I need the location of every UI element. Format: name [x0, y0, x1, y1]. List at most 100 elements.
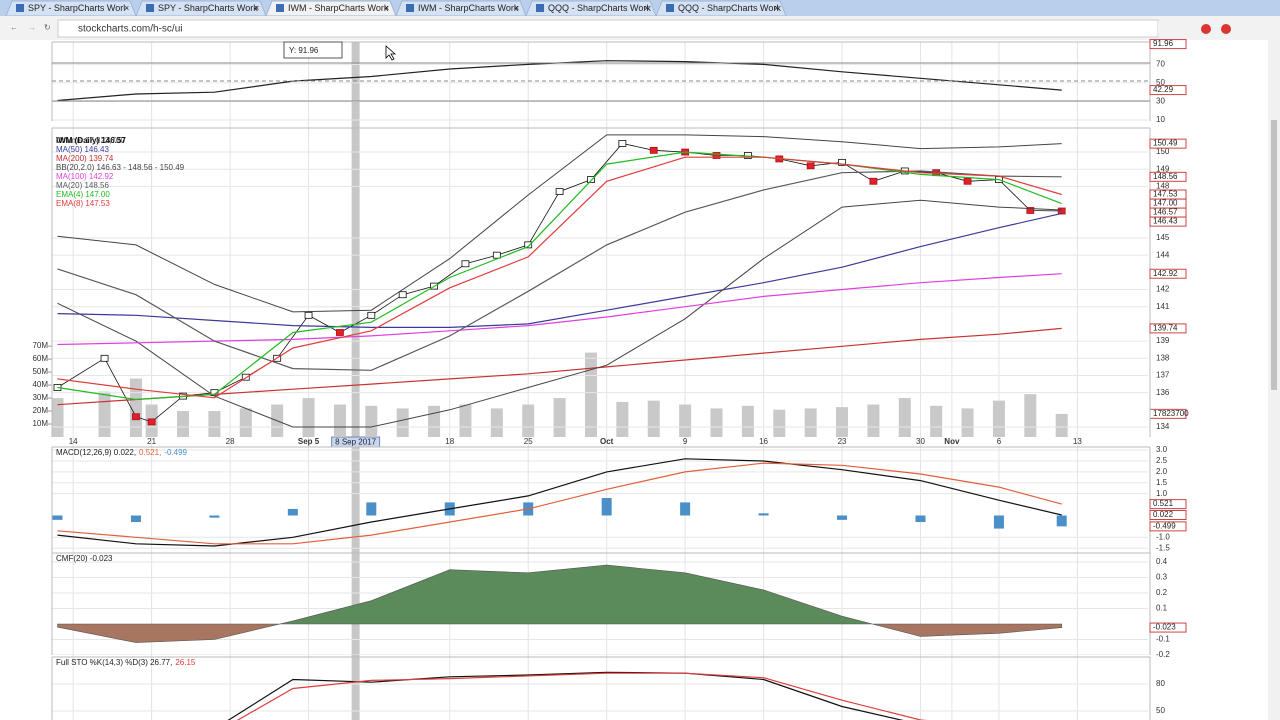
bar — [490, 408, 503, 437]
crosshair-label: 8 Sep 2017 — [335, 438, 376, 447]
band-upper — [57, 134, 1062, 313]
value-box — [1149, 216, 1187, 227]
price-marker — [367, 311, 376, 319]
tab-close[interactable]: × — [774, 3, 779, 13]
value-box-label: 150.49 — [1153, 139, 1178, 148]
price-marker — [492, 251, 501, 259]
bar — [302, 398, 315, 437]
price-marker — [838, 158, 846, 166]
value-box — [1149, 499, 1187, 510]
y-tick-label: 50 — [1156, 706, 1165, 715]
url: stockcharts.com/h-sc/ui — [78, 24, 182, 35]
series-line — [227, 671, 904, 720]
panel-title-part: 26.15 — [175, 658, 196, 667]
price-marker — [336, 329, 344, 336]
y-tick-label: 141 — [1156, 302, 1170, 311]
tooltip: Y: 91.96 — [289, 46, 319, 55]
price-marker — [132, 413, 140, 421]
address-bar[interactable] — [57, 19, 1159, 38]
value-box-label: 147.53 — [1153, 190, 1178, 199]
bar — [680, 502, 691, 516]
bar — [741, 405, 754, 437]
tab-icon — [16, 4, 24, 12]
tab-close[interactable]: × — [384, 3, 389, 13]
series-line — [57, 273, 1062, 346]
bar — [130, 515, 141, 523]
extension-icon[interactable] — [1201, 24, 1211, 34]
bar — [287, 508, 298, 516]
value-box-label: -0.499 — [1153, 521, 1176, 530]
value-box-label: -0.023 — [1153, 623, 1176, 632]
tab-title: SPY - SharpCharts Work — [158, 3, 258, 13]
legend-entry: MA(100) 142.92 — [56, 172, 114, 181]
y-tick-label: 136 — [1156, 388, 1170, 397]
panel — [52, 449, 1148, 549]
scroll-thumb[interactable] — [1271, 120, 1277, 390]
tab-close[interactable]: × — [124, 3, 129, 13]
legend-entry: EMA(8) 147.53 — [56, 199, 110, 208]
value-box-label: 148.56 — [1153, 172, 1178, 181]
series-line — [57, 212, 1062, 328]
extensions — [1158, 22, 1268, 36]
price-marker — [806, 162, 815, 170]
x-tick-label: Sep 5 — [298, 437, 320, 446]
panel — [52, 671, 1148, 720]
y-tick-label: 70 — [1156, 60, 1165, 69]
y-tick-label: 30 — [1156, 97, 1165, 106]
y-tick-label: 139 — [1156, 336, 1170, 345]
value-box-label: 17823700 — [1153, 409, 1189, 418]
reload-button[interactable]: ↻ — [44, 23, 51, 32]
y-tick-label: 50 — [1156, 78, 1165, 87]
back-button[interactable]: ← — [10, 23, 18, 32]
bar — [679, 404, 692, 437]
series-line — [57, 156, 1062, 399]
panel-title-part: 0.521, — [139, 448, 161, 457]
series-line — [57, 327, 1062, 406]
tab-close[interactable]: × — [254, 3, 259, 13]
panel-title: CMF(20) -0.023 — [56, 554, 113, 563]
bar — [915, 515, 926, 523]
bar — [992, 400, 1005, 437]
chart: 14 21 28 Sep 5 18 25 Oct 9 16 23 30 Nov 6 13 8 Sep 201… — [32, 39, 1189, 720]
bar — [52, 398, 64, 437]
price-marker — [461, 260, 470, 268]
tab-icon — [536, 4, 544, 12]
y-tick-label: 0.4 — [1156, 557, 1168, 566]
y-tick-label: 137 — [1156, 371, 1170, 380]
bar — [898, 398, 911, 437]
tab-title: SPY - SharpCharts Worl — [28, 3, 125, 13]
panel — [52, 352, 1068, 437]
y-tick-label: 50M — [32, 367, 48, 376]
tab-close[interactable]: × — [514, 3, 519, 13]
y-tick-label: 1.0 — [1156, 489, 1168, 498]
bar — [837, 515, 848, 520]
price-marker — [147, 418, 156, 426]
x-tick-label: 6 — [997, 437, 1002, 446]
x-tick-label: 14 — [69, 437, 78, 446]
x-tick-label: 23 — [838, 437, 847, 446]
x-tick-label: 18 — [445, 437, 454, 446]
tab-icon — [146, 4, 154, 12]
price-marker — [555, 188, 564, 195]
price-marker — [649, 146, 658, 154]
bar — [836, 407, 849, 437]
tab-close[interactable]: × — [644, 3, 649, 13]
legend-entry: IWM (Daily) 146.57 — [56, 136, 126, 145]
extension-icon[interactable] — [1221, 24, 1231, 34]
price-marker — [869, 177, 878, 185]
y-tick-label: -1.5 — [1156, 543, 1170, 552]
y-tick-label: 144 — [1156, 250, 1170, 259]
bar — [993, 515, 1004, 529]
bar — [396, 408, 409, 437]
crosshair — [351, 42, 360, 720]
x-tick-label: Nov — [944, 437, 960, 446]
value-box-label: 42.29 — [1153, 85, 1174, 94]
bar — [1024, 394, 1037, 437]
bar — [601, 498, 612, 516]
x-tick-label: 13 — [1073, 437, 1082, 446]
price-marker — [587, 176, 595, 183]
bar — [459, 404, 472, 437]
legend-entry: EMA(4) 147.00 — [56, 190, 110, 199]
forward-button[interactable]: → — [28, 23, 36, 32]
value-box — [1149, 323, 1187, 334]
